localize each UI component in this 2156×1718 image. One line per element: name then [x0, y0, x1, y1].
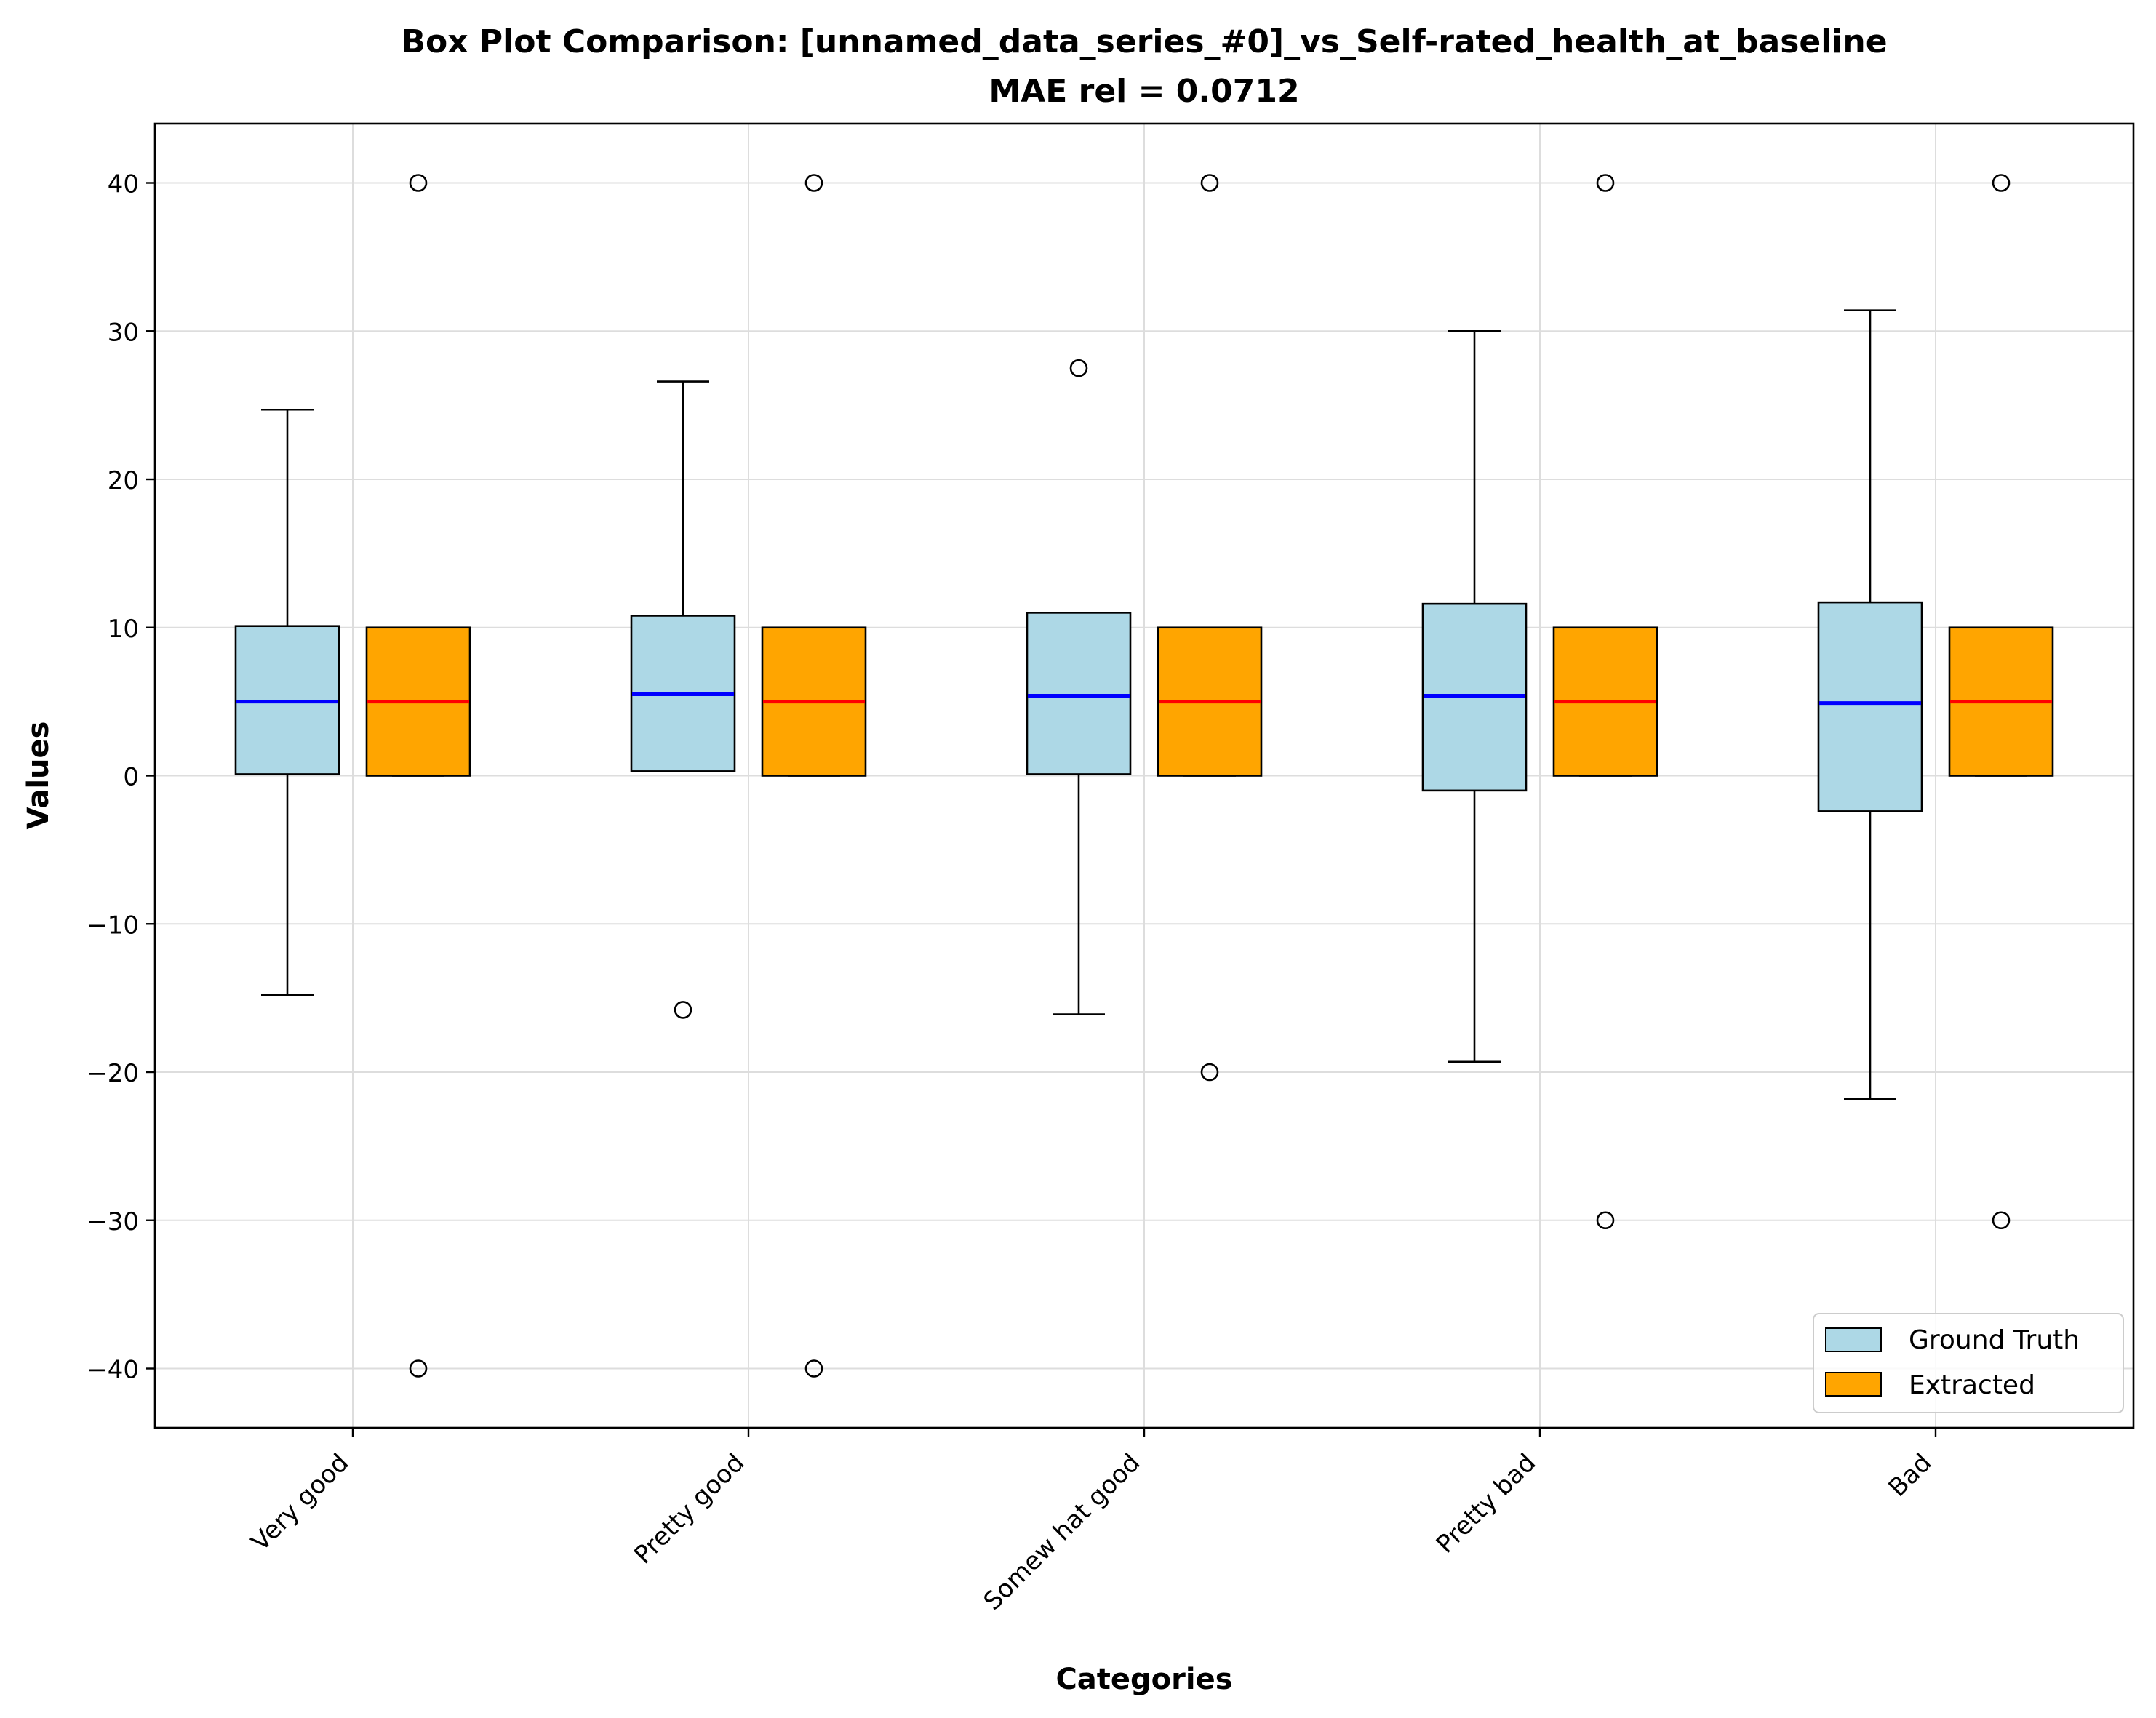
outlier-point: [409, 1359, 428, 1378]
box-extracted: [1948, 174, 2054, 1230]
box-iqr: [1817, 601, 1923, 812]
box-extracted: [365, 174, 471, 1378]
legend-swatch-extracted: [1825, 1372, 1882, 1397]
box-ground-truth: [234, 408, 340, 996]
outlier-point: [1200, 1063, 1219, 1082]
y-tick-label: 0: [123, 763, 139, 792]
legend-label-ground-truth: Ground Truth: [1909, 1325, 2080, 1355]
outlier-point: [409, 174, 428, 192]
outlier-point: [1596, 1211, 1615, 1230]
y-axis-label: Values: [22, 722, 55, 830]
box-ground-truth: [1026, 359, 1132, 1015]
legend-frame: [1813, 1313, 2124, 1413]
outlier-point: [1069, 359, 1088, 377]
x-axis-label: Categories: [1055, 1663, 1232, 1696]
box-extracted: [1552, 174, 1658, 1230]
box-ground-truth: [630, 380, 736, 1019]
y-tick-label: 30: [108, 318, 139, 347]
plot-area: [234, 174, 2054, 1378]
y-tick-label: 40: [108, 170, 139, 199]
y-tick-label: −20: [87, 1059, 139, 1088]
box-iqr: [1026, 612, 1132, 775]
outlier-point: [674, 1001, 692, 1019]
outlier-point: [1992, 174, 2011, 192]
outlier-point: [1200, 174, 1219, 192]
y-tick-label: −30: [87, 1207, 139, 1236]
outlier-point: [1596, 174, 1615, 192]
box-ground-truth: [1421, 329, 1528, 1063]
legend-label-extracted: Extracted: [1909, 1370, 2035, 1400]
outlier-point: [804, 1359, 823, 1378]
chart-title-line2: MAE rel = 0.0712: [989, 73, 1299, 110]
chart-title-line1: Box Plot Comparison: [unnamed_data_serie…: [401, 23, 1887, 60]
outlier-point: [1992, 1211, 2011, 1230]
legend: Ground Truth Extracted: [1813, 1313, 2124, 1413]
y-tick-label: 20: [108, 466, 139, 495]
y-tick-label: −10: [87, 911, 139, 940]
box-extracted: [1157, 174, 1263, 1082]
box-extracted: [761, 174, 867, 1378]
y-tick-label: 10: [108, 615, 139, 644]
box-ground-truth: [1817, 309, 1923, 1100]
legend-swatch-ground-truth: [1825, 1327, 1882, 1352]
grid: [155, 124, 2133, 1428]
outlier-point: [804, 174, 823, 192]
y-tick-label: −40: [87, 1356, 139, 1385]
